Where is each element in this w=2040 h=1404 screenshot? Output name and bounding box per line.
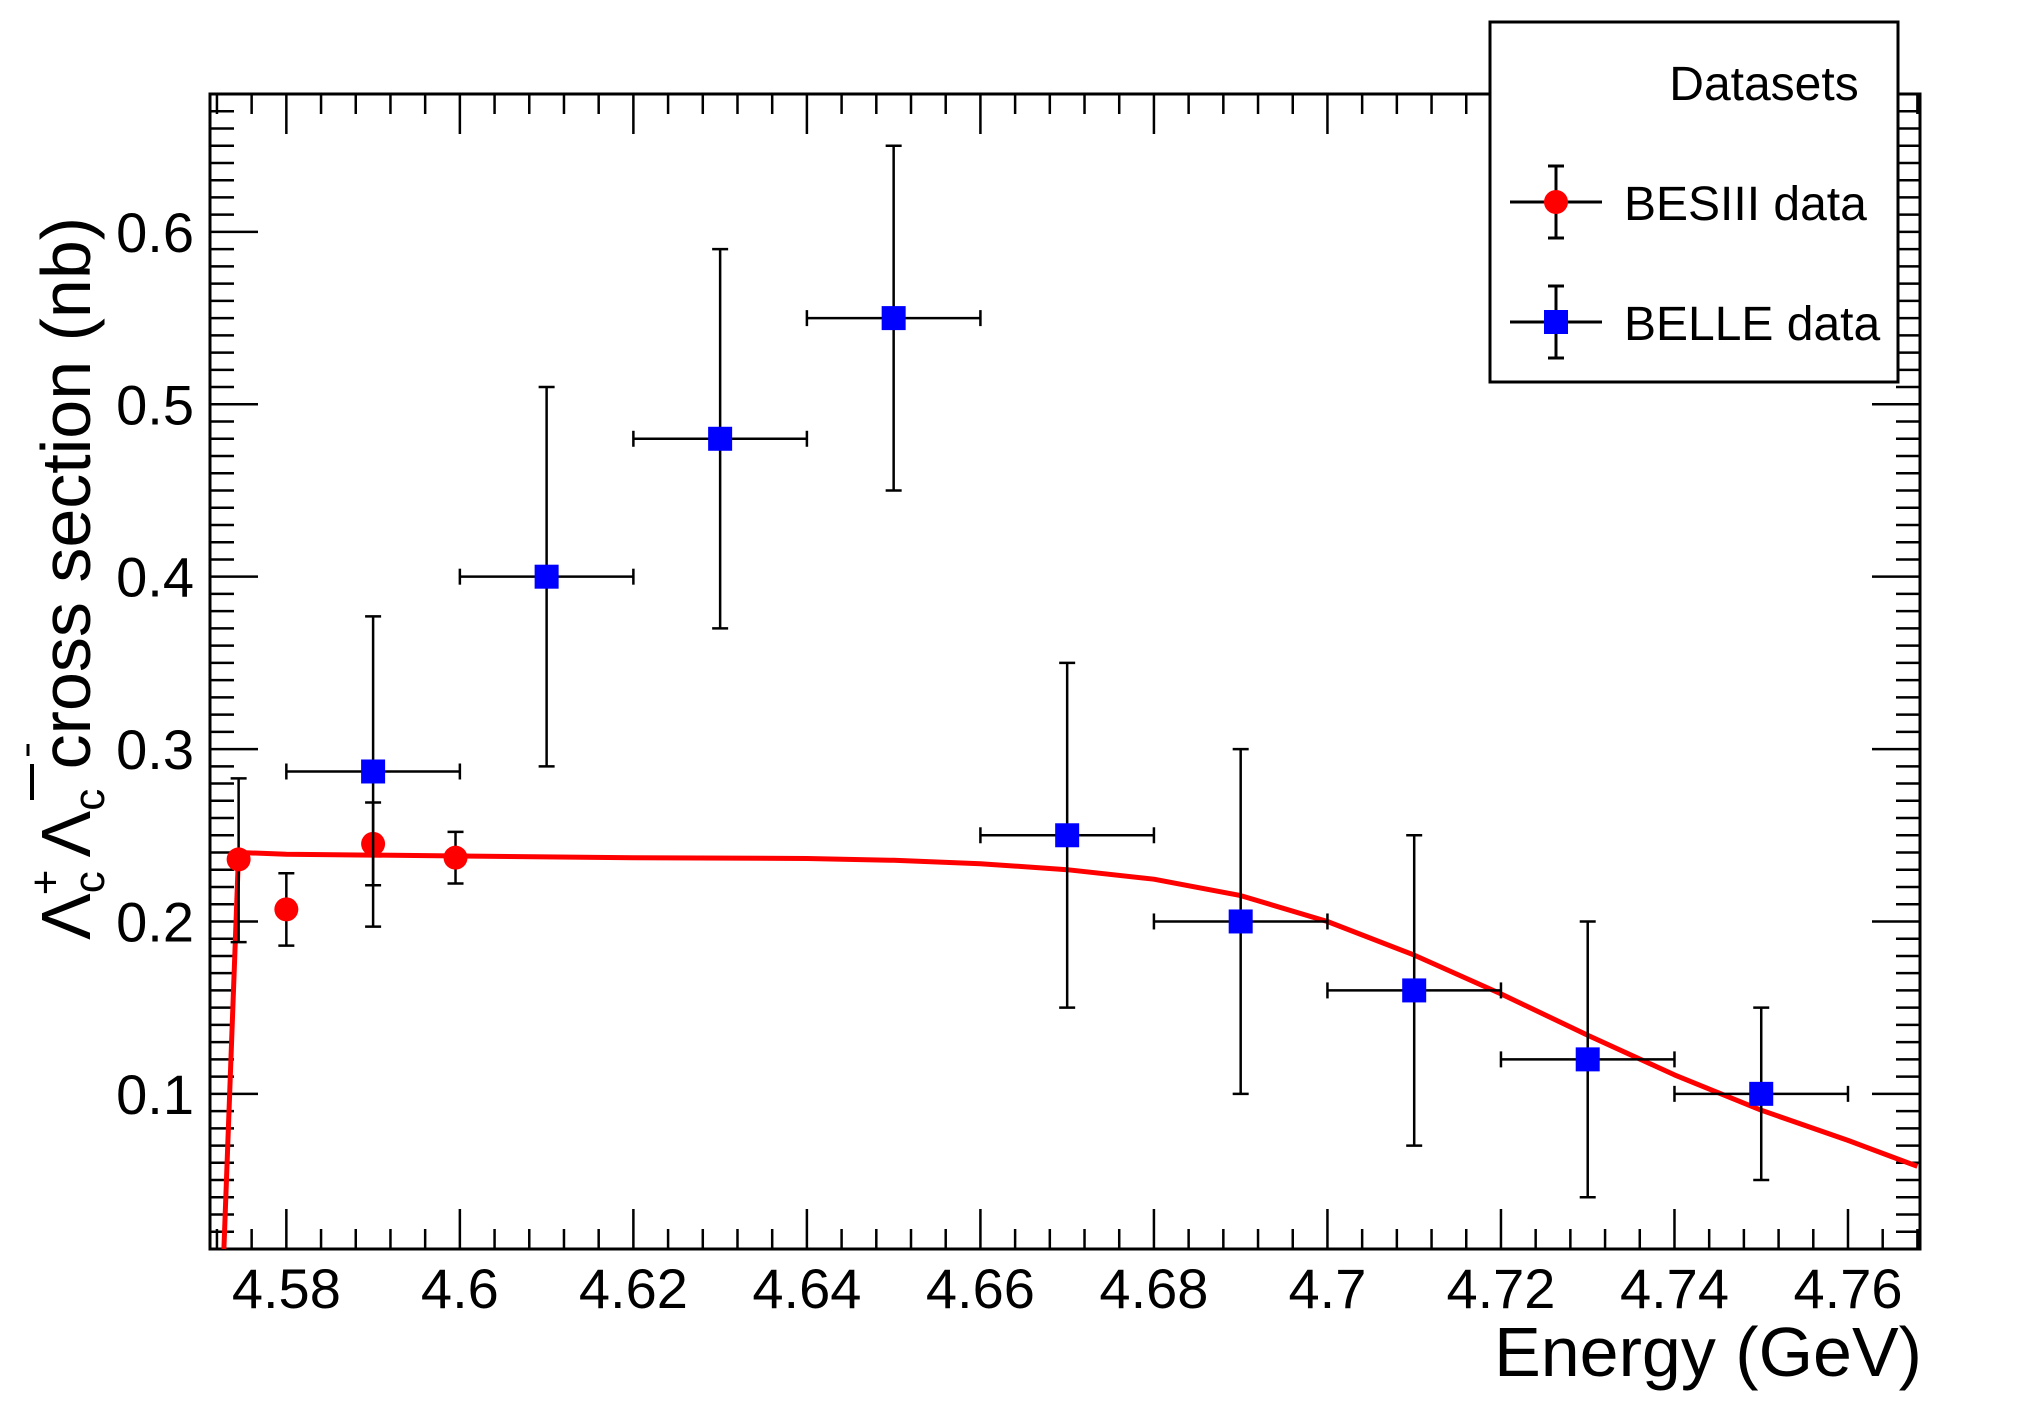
fit-curve-line xyxy=(221,850,1919,1250)
belle-point xyxy=(285,615,462,928)
x-axis-ticks: 4.58 4.6 4.62 4.64 4.66 4.68 4.7 4.72 4.74 4.76 xyxy=(215,94,1919,1320)
belle-point xyxy=(1326,834,1503,1147)
square-marker xyxy=(1228,909,1253,934)
y-title-lambda-c-bar: Λ xyxy=(27,811,105,858)
square-marker xyxy=(361,759,386,784)
legend-title: Datasets xyxy=(1669,58,1858,111)
legend-entry-belle: BELLE data xyxy=(1510,284,1881,360)
legend-label-besiii: BESIII data xyxy=(1624,178,1867,231)
square-marker xyxy=(1749,1081,1774,1106)
y-title-subscript-c: c xyxy=(65,871,114,893)
y-title-bar-subscript-c: c xyxy=(65,789,114,811)
belle-point xyxy=(632,247,809,630)
square-marker xyxy=(534,564,559,589)
legend-entry-besiii: BESIII data xyxy=(1510,164,1867,240)
besiii-point xyxy=(274,871,299,947)
square-marker xyxy=(1402,978,1427,1003)
fit-curve-layer xyxy=(221,850,1919,1250)
square-marker xyxy=(1055,823,1080,848)
belle-point xyxy=(805,144,982,492)
y-axis-ticks: 0.1 0.2 0.3 0.4 0.5 0.6 xyxy=(116,109,1920,1251)
circle-marker xyxy=(443,845,468,870)
y-title-lambda-c: Λ xyxy=(27,893,105,940)
square-marker xyxy=(708,426,733,451)
x-tick-label: 4.6 xyxy=(421,1257,499,1320)
y-tick-label: 0.3 xyxy=(116,718,194,781)
belle-point xyxy=(979,661,1156,1009)
belle-point xyxy=(1673,1006,1850,1182)
square-marker xyxy=(1575,1047,1600,1072)
belle-point xyxy=(1152,747,1329,1096)
y-tick-label: 0.5 xyxy=(116,373,194,436)
belle-point xyxy=(458,385,635,768)
y-tick-label: 0.1 xyxy=(116,1063,194,1126)
belle-point xyxy=(1499,920,1676,1199)
circle-marker xyxy=(274,897,299,922)
y-tick-label: 0.4 xyxy=(116,546,194,609)
x-tick-label: 4.76 xyxy=(1793,1257,1902,1320)
x-tick-label: 4.66 xyxy=(926,1257,1035,1320)
x-axis-title: Energy (GeV) xyxy=(1494,1313,1922,1391)
y-tick-label: 0.6 xyxy=(116,201,194,264)
square-marker xyxy=(881,306,906,331)
besiii-point xyxy=(443,830,468,885)
legend-marker-circle xyxy=(1544,190,1568,214)
x-tick-label: 4.68 xyxy=(1099,1257,1208,1320)
x-tick-label: 4.7 xyxy=(1289,1257,1367,1320)
data-points-layer xyxy=(226,144,1850,1199)
y-title-rest: cross section (nb) xyxy=(27,217,105,789)
legend: Datasets BESIII data BELLE data xyxy=(1488,20,1900,384)
x-tick-label: 4.58 xyxy=(232,1257,341,1320)
legend-label-belle: BELLE data xyxy=(1624,298,1881,351)
besiii-point xyxy=(226,777,251,944)
svg-text:Λc+Λc cross section (nb): Λc+Λc cross section (nb) xyxy=(21,217,114,940)
plot-frame xyxy=(208,92,1922,1251)
x-tick-label: 4.62 xyxy=(579,1257,688,1320)
legend-marker-square xyxy=(1544,310,1568,334)
x-tick-label: 4.74 xyxy=(1620,1257,1729,1320)
circle-marker xyxy=(226,847,251,872)
x-tick-label: 4.72 xyxy=(1446,1257,1555,1320)
y-tick-label: 0.2 xyxy=(116,890,194,953)
x-tick-label: 4.64 xyxy=(752,1257,861,1320)
y-title-superscript-plus: + xyxy=(21,870,70,896)
y-axis-title: Λc+Λc cross section (nb) xyxy=(21,217,114,940)
